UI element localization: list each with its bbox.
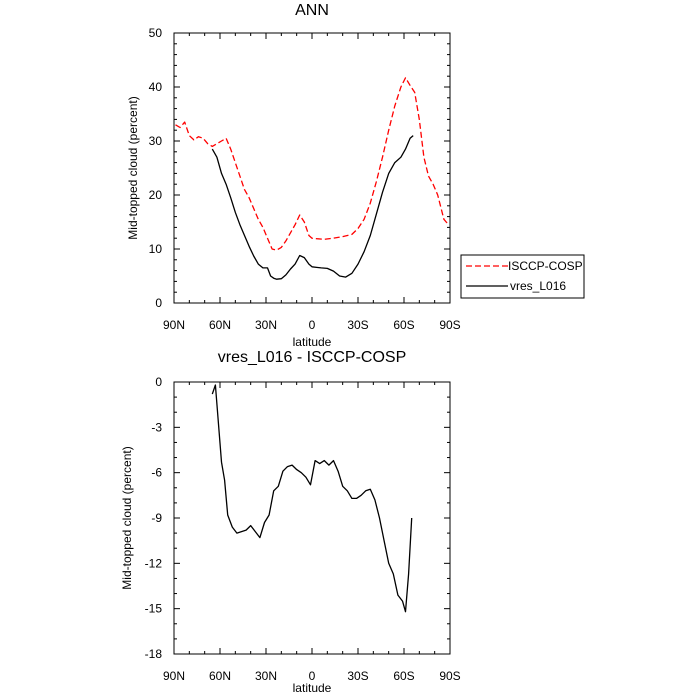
x-tick-label: 60S: [393, 669, 414, 683]
x-tick-label: 60N: [209, 318, 231, 332]
x-axis-label: latitude: [293, 335, 332, 349]
series-line-isccp-cosp: [175, 77, 449, 251]
bottom-chart-panel: vres_L016 - ISCCP-COSP latitude Mid-topp…: [120, 349, 461, 695]
series-line-vres-l016: [211, 135, 414, 280]
x-tick-label: 90N: [163, 669, 185, 683]
y-tick-label: -3: [151, 420, 162, 434]
y-tick-label: -12: [145, 556, 163, 570]
chart-title: vres_L016 - ISCCP-COSP: [218, 349, 407, 366]
y-tick-label: 40: [149, 80, 163, 94]
legend-box: [460, 254, 585, 299]
legend-label-isccp-cosp: ISCCP-COSP: [508, 259, 583, 273]
x-tick-label: 0: [309, 669, 316, 683]
y-tick-label: -18: [145, 647, 163, 661]
x-tick-label: 0: [309, 318, 316, 332]
x-tick-label: 60S: [393, 318, 414, 332]
y-tick-label: 30: [149, 134, 163, 148]
x-tick-label: 90N: [163, 318, 185, 332]
plot-frame: [173, 381, 451, 655]
y-tick-label: -15: [145, 602, 163, 616]
y-tick-label: 50: [149, 26, 163, 40]
x-tick-label: 90S: [439, 669, 460, 683]
chart-title: ANN: [295, 2, 329, 19]
x-tick-label: 90S: [439, 318, 460, 332]
y-tick-label: 0: [155, 296, 162, 310]
y-tick-label: -9: [151, 511, 162, 525]
plot-frame: [173, 32, 451, 304]
series-line-vres-l016-isccp-cosp: [211, 384, 413, 613]
y-tick-label: 10: [149, 242, 163, 256]
legend: ISCCP-COSP vres_L016: [460, 254, 585, 299]
y-axis-label: Mid-topped cloud (percent): [126, 96, 140, 239]
x-tick-label: 30S: [347, 318, 368, 332]
top-chart-panel: ANN latitude Mid-topped cloud (percent) …: [126, 2, 461, 349]
y-tick-label: 0: [155, 375, 162, 389]
x-tick-label: 30S: [347, 669, 368, 683]
y-tick-label: 20: [149, 188, 163, 202]
legend-label-vres-l016: vres_L016: [510, 279, 566, 293]
x-tick-label: 60N: [209, 669, 231, 683]
y-axis-label: Mid-topped cloud (percent): [120, 446, 134, 589]
x-axis-label: latitude: [293, 681, 332, 695]
x-tick-label: 30N: [255, 318, 277, 332]
y-tick-label: -6: [151, 466, 162, 480]
x-tick-label: 30N: [255, 669, 277, 683]
